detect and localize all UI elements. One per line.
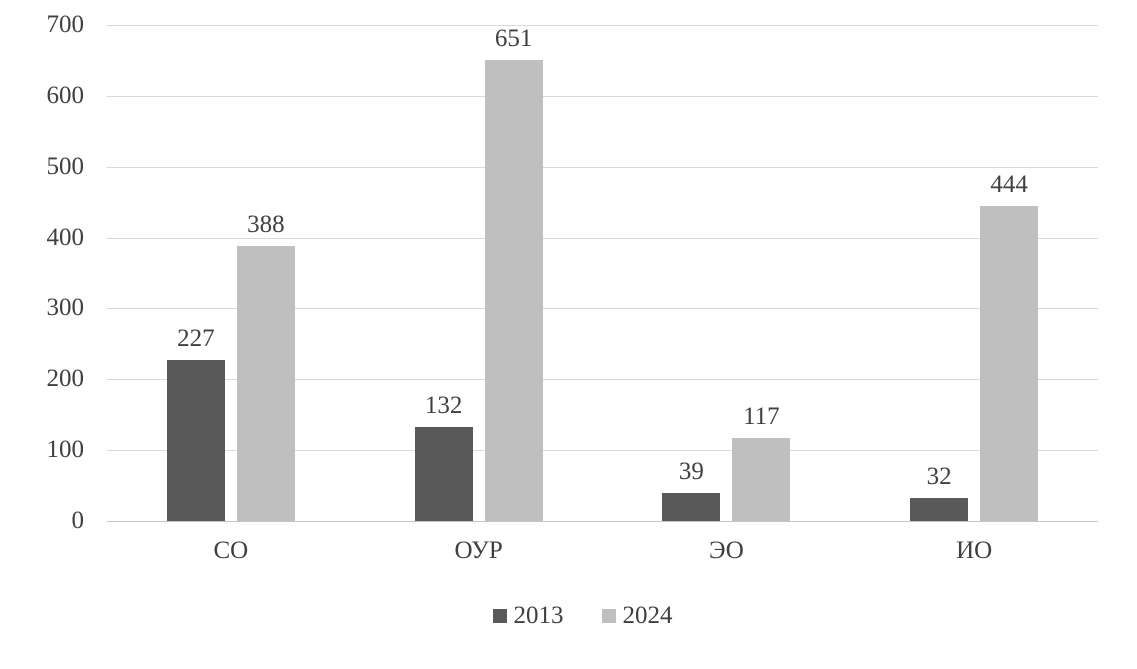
data-label: 39 [678, 458, 704, 486]
legend: 2013 2024 [14, 601, 1137, 631]
bar-2024 [732, 438, 791, 521]
y-tick-label: 600 [46, 81, 85, 109]
data-label: 388 [247, 211, 285, 239]
bar-2013 [414, 427, 473, 521]
bar-2024 [484, 59, 543, 521]
x-axis-line [107, 521, 1098, 522]
category-label: ОУР [454, 537, 503, 564]
gridline [107, 25, 1098, 26]
gridline [107, 308, 1098, 310]
data-label: 32 [926, 463, 952, 491]
bar-2013 [662, 493, 721, 521]
legend-swatch [492, 609, 507, 623]
gridline [107, 237, 1098, 239]
y-tick-label: 100 [46, 436, 85, 464]
gridline [107, 95, 1098, 97]
data-label: 651 [494, 24, 533, 52]
gridline [107, 450, 1098, 452]
legend-item: 2013 [492, 602, 564, 630]
category-label: СО [213, 537, 249, 564]
gridline [107, 379, 1098, 381]
gridline [107, 166, 1098, 168]
legend-swatch [601, 609, 616, 623]
bar-2024 [236, 246, 295, 521]
y-tick-label: 700 [46, 11, 85, 38]
x-axis: СО ОУР ЭО ИО [213, 537, 993, 564]
plot-area: 227 388 132 651 39 117 32 444 [107, 24, 1098, 522]
y-tick-label: 0 [71, 507, 85, 534]
data-label: 117 [743, 403, 780, 431]
legend-label: 2024 [622, 602, 673, 629]
legend-item: 2024 [601, 602, 673, 630]
y-tick-label: 400 [46, 223, 85, 251]
bar-2013 [910, 498, 969, 521]
data-label: 444 [990, 171, 1028, 199]
y-tick-label: 200 [46, 365, 85, 393]
y-tick-label: 500 [46, 152, 85, 180]
category-label: ИО [956, 537, 993, 564]
data-label: 227 [177, 325, 215, 353]
bar-2013 [166, 360, 225, 521]
legend-label: 2013 [513, 602, 564, 629]
category-label: ЭО [708, 537, 744, 564]
bar-2024 [980, 206, 1039, 521]
y-axis: 0 100 200 300 400 500 600 700 [0, 0, 107, 560]
data-label: 132 [424, 392, 463, 420]
y-tick-label: 300 [46, 294, 85, 322]
